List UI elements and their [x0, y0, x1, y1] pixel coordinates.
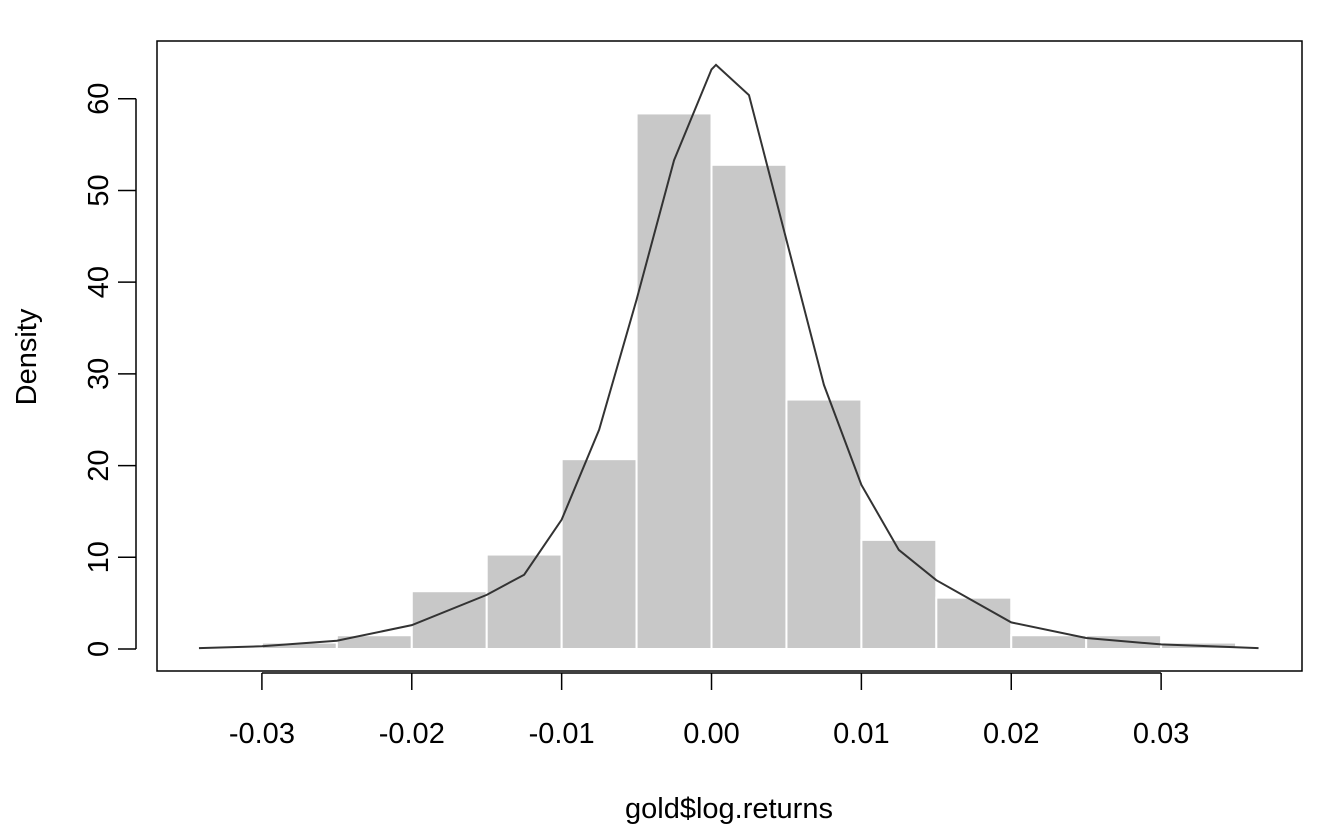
x-tick-label: 0.00	[683, 718, 739, 750]
y-tick-label: 10	[83, 541, 115, 573]
x-tick-label: -0.01	[529, 718, 595, 750]
y-axis-label: Density	[11, 308, 43, 405]
y-tick-label: 50	[83, 174, 115, 206]
bar	[710, 163, 788, 650]
x-axis-label: gold$log.returns	[625, 793, 833, 825]
bar	[935, 596, 1013, 650]
bar	[335, 634, 413, 650]
x-tick-label: 0.01	[833, 718, 889, 750]
bar	[485, 553, 563, 650]
plot-frame	[156, 40, 1303, 672]
bar	[860, 538, 938, 650]
y-tick-label: 0	[83, 641, 115, 657]
bar	[635, 112, 713, 650]
bar	[785, 398, 863, 650]
density-curve	[198, 63, 1259, 650]
y-tick-label: 20	[83, 449, 115, 481]
y-tick-label: 40	[83, 266, 115, 298]
x-tick-label: -0.02	[379, 718, 445, 750]
bar	[1010, 634, 1088, 650]
bar	[560, 458, 638, 650]
y-tick-label: 60	[83, 83, 115, 115]
x-tick-label: 0.03	[1133, 718, 1189, 750]
x-tick-label: -0.03	[229, 718, 295, 750]
x-tick-label: 0.02	[983, 718, 1039, 750]
y-tick-label: 30	[83, 358, 115, 390]
